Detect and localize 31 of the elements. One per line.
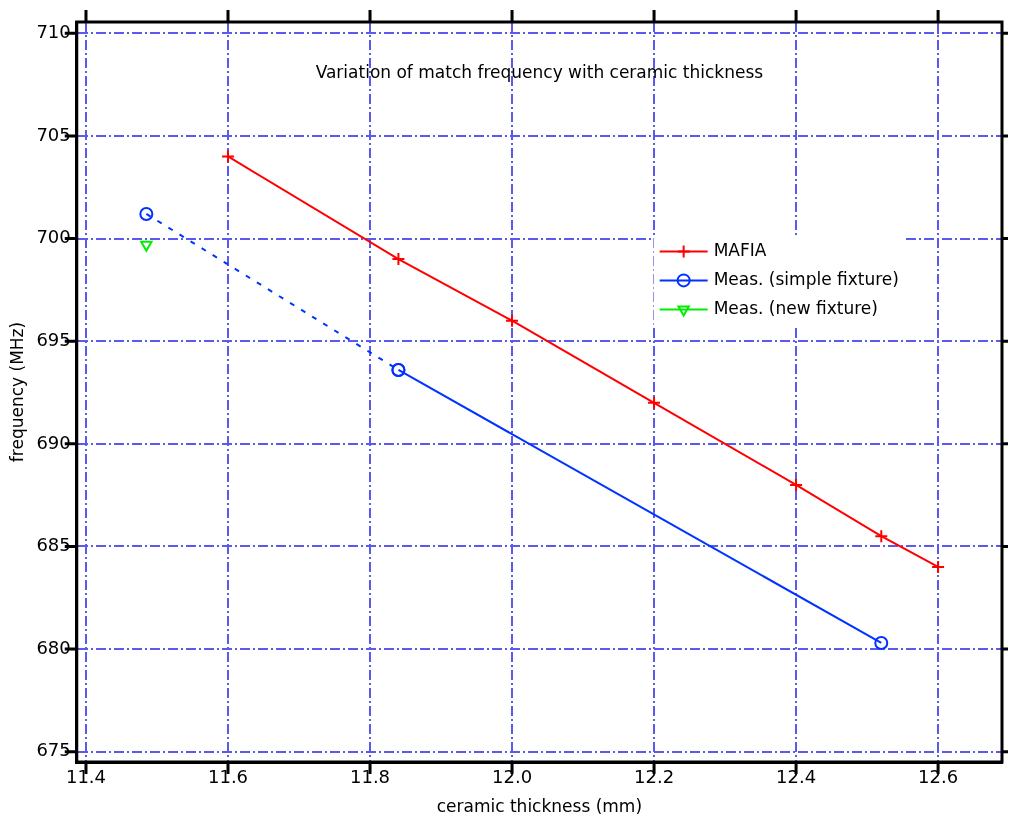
point (647, 395, 662, 410)
text: Variation of match frequency with ceramic thickness (315, 62, 764, 83)
point (221, 149, 236, 164)
y-tick-label: 690 (36, 431, 71, 453)
point (505, 313, 520, 328)
point (140, 240, 153, 252)
x-tick-label: 11.6 (207, 766, 249, 788)
y-tick-label: 705 (36, 123, 71, 145)
x-tick-label: 12.6 (918, 766, 959, 788)
y-tick-label: 680 (36, 636, 71, 658)
x-tick-label: 12.4 (776, 766, 817, 788)
legend-label: MAFIA (713, 239, 767, 260)
x-tick-label: 11.8 (349, 766, 391, 788)
x-tick-label: 12.2 (634, 766, 675, 788)
x-tick-label: 12.0 (492, 766, 533, 788)
x-axis-title: ceramic thickness (mm) (436, 796, 643, 817)
point (874, 635, 889, 650)
point (391, 252, 406, 267)
point (874, 529, 889, 544)
y-tick-label: 700 (36, 226, 71, 248)
y-tick-label: 695 (36, 328, 71, 350)
y-tick-label: 675 (36, 739, 71, 761)
legend-label: Meas. (simple fixture) (713, 268, 899, 289)
y-axis-title: frequency (MHz) (6, 321, 27, 463)
point (931, 559, 946, 574)
point (139, 206, 154, 221)
legend-label: Meas. (new fixture) (713, 297, 878, 318)
point (789, 477, 804, 492)
y-tick-label: 710 (36, 20, 71, 42)
x-tick-label: 11.4 (65, 766, 107, 788)
y-tick-label: 685 (36, 534, 71, 556)
